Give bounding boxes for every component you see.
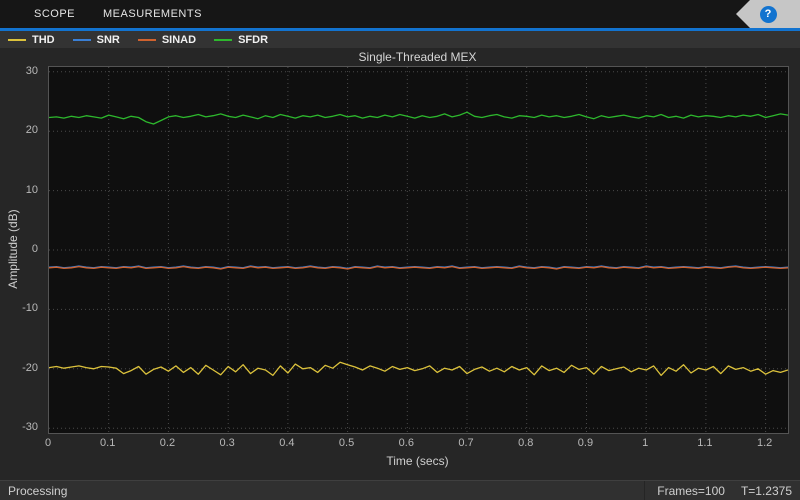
series-sfdr <box>49 111 788 125</box>
x-tick-label: 0.4 <box>279 437 295 449</box>
y-tick-label: -30 <box>22 421 38 434</box>
x-tick-label: 0.6 <box>398 437 414 449</box>
status-right: Frames=100 T=1.2375 <box>644 481 792 500</box>
y-tick-label: -10 <box>22 302 38 315</box>
plot-title: Single-Threaded MEX <box>358 50 477 64</box>
y-tick-label: 20 <box>25 124 38 137</box>
time-counter: T=1.2375 <box>740 483 792 498</box>
legend-label: SFDR <box>238 33 269 46</box>
help-button[interactable]: ? <box>736 0 800 28</box>
legend-item-snr[interactable]: SNR <box>72 33 120 46</box>
status-bar: Processing Frames=100 T=1.2375 <box>0 480 800 500</box>
y-tick-label: -20 <box>22 361 38 374</box>
plot-area: Single-Threaded MEX -30 -20 -10 0 10 20 30 0 0.… <box>0 48 800 480</box>
legend-swatch <box>137 38 156 41</box>
legend-swatch <box>214 38 233 41</box>
series-sinad <box>49 265 788 270</box>
y-axis-tick-labels: -30 -20 -10 0 10 20 30 <box>0 64 44 434</box>
tab-scope[interactable]: SCOPE <box>34 8 76 20</box>
legend-label: THD <box>32 33 55 46</box>
x-tick-label: 0.1 <box>100 437 116 449</box>
help-icon[interactable]: ? <box>759 5 777 23</box>
y-tick-label: 10 <box>25 183 38 196</box>
legend-item-sfdr[interactable]: SFDR <box>214 34 268 46</box>
y-tick-label: 30 <box>25 64 38 77</box>
x-tick-label: 0.8 <box>518 437 534 449</box>
frames-counter: Frames=100 <box>657 483 725 498</box>
toolbar: SCOPE MEASUREMENTS ? <box>0 0 800 28</box>
status-text: Processing <box>8 483 68 498</box>
plot-axes[interactable] <box>48 66 789 434</box>
x-tick-label: 1 <box>642 437 649 449</box>
y-tick-label: 0 <box>31 243 38 255</box>
x-tick-label: 1.1 <box>697 437 713 449</box>
y-axis-label: Amplitude (dB) <box>6 209 20 289</box>
legend-label: SNR <box>96 33 120 46</box>
toolstrip-accent-bar <box>0 28 800 31</box>
tab-measurements[interactable]: MEASUREMENTS <box>103 8 202 20</box>
legend-item-sinad[interactable]: SINAD <box>137 33 197 46</box>
x-tick-label: 0 <box>44 437 52 449</box>
legend-swatch <box>72 38 91 41</box>
legend: THD SNR SINAD SFDR <box>0 31 800 48</box>
legend-swatch <box>8 38 26 41</box>
x-tick-label: 0.5 <box>338 437 355 449</box>
x-axis-label: Time (secs) <box>386 454 449 468</box>
x-axis-tick-labels: 0 0.1 0.2 0.3 0.4 0.5 0.6 0.7 0.8 0.9 1 1.1 1.2 <box>44 433 787 449</box>
legend-item-thd[interactable]: THD <box>8 34 55 46</box>
x-tick-label: 0.9 <box>577 437 594 449</box>
x-tick-label: 0.3 <box>219 437 235 449</box>
legend-label: SINAD <box>161 33 197 46</box>
series-thd <box>49 361 788 377</box>
x-tick-label: 1.2 <box>756 437 773 449</box>
x-tick-label: 0.2 <box>159 437 176 449</box>
x-tick-label: 0.7 <box>458 437 474 449</box>
